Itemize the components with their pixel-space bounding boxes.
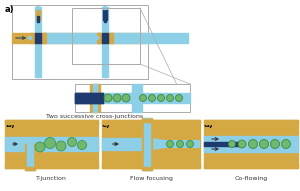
Bar: [30, 33, 46, 43]
Bar: [35, 33, 41, 43]
Circle shape: [176, 95, 182, 101]
Circle shape: [68, 138, 76, 146]
Bar: [5, 120, 98, 124]
Bar: [12, 5, 148, 79]
Circle shape: [95, 36, 98, 40]
Circle shape: [140, 95, 146, 101]
Circle shape: [158, 95, 164, 101]
Circle shape: [28, 36, 32, 40]
Text: c): c): [102, 120, 111, 129]
Bar: [93, 84, 97, 112]
Bar: [37, 16, 39, 22]
Bar: [5, 120, 98, 168]
Bar: [132, 84, 142, 112]
Bar: [36, 10, 40, 20]
Bar: [12, 33, 146, 43]
Circle shape: [37, 6, 40, 10]
Text: Co-flowing: Co-flowing: [234, 176, 268, 181]
Circle shape: [167, 141, 173, 147]
Bar: [142, 118, 152, 170]
Bar: [75, 84, 190, 112]
Circle shape: [271, 139, 280, 148]
Bar: [5, 137, 98, 151]
Circle shape: [103, 6, 106, 10]
Bar: [108, 33, 188, 43]
Circle shape: [104, 94, 112, 102]
Bar: [152, 120, 200, 168]
Circle shape: [35, 142, 45, 152]
Bar: [90, 84, 100, 112]
Bar: [102, 120, 147, 124]
Bar: [25, 144, 35, 170]
Circle shape: [122, 94, 130, 102]
Bar: [204, 120, 298, 124]
Bar: [102, 7, 108, 77]
Bar: [102, 164, 147, 168]
Bar: [103, 10, 107, 20]
Bar: [35, 7, 41, 77]
Circle shape: [176, 141, 184, 147]
Bar: [27, 144, 33, 170]
Bar: [5, 164, 98, 168]
Circle shape: [148, 95, 155, 101]
Bar: [75, 93, 103, 103]
Bar: [142, 119, 152, 122]
Bar: [102, 33, 108, 43]
Circle shape: [281, 139, 290, 148]
Circle shape: [238, 140, 246, 148]
Bar: [102, 120, 147, 168]
Circle shape: [113, 94, 121, 102]
Circle shape: [229, 141, 236, 147]
Bar: [152, 164, 200, 168]
Bar: [204, 120, 298, 168]
Bar: [25, 167, 35, 170]
Circle shape: [37, 74, 40, 78]
Bar: [204, 142, 240, 146]
Circle shape: [103, 74, 106, 78]
Bar: [204, 136, 298, 152]
Bar: [142, 167, 152, 170]
Bar: [144, 118, 150, 170]
Bar: [104, 16, 106, 22]
Bar: [75, 93, 103, 103]
Text: Flow focusing: Flow focusing: [130, 176, 172, 181]
Text: b): b): [5, 120, 15, 129]
Text: Two successive cross-junctions: Two successive cross-junctions: [46, 114, 144, 119]
Circle shape: [260, 139, 268, 148]
Text: d): d): [204, 120, 214, 129]
Bar: [204, 164, 298, 168]
Text: T-junction: T-junction: [36, 176, 66, 181]
Bar: [97, 33, 113, 43]
Circle shape: [77, 141, 86, 150]
Bar: [102, 138, 147, 150]
Circle shape: [167, 95, 173, 101]
Bar: [152, 120, 200, 124]
Circle shape: [187, 141, 194, 147]
Bar: [41, 33, 102, 43]
Circle shape: [248, 139, 257, 148]
Text: a): a): [5, 5, 14, 14]
Bar: [72, 8, 140, 64]
Circle shape: [44, 138, 56, 148]
Circle shape: [56, 141, 66, 151]
Polygon shape: [152, 138, 200, 150]
Bar: [75, 93, 190, 103]
